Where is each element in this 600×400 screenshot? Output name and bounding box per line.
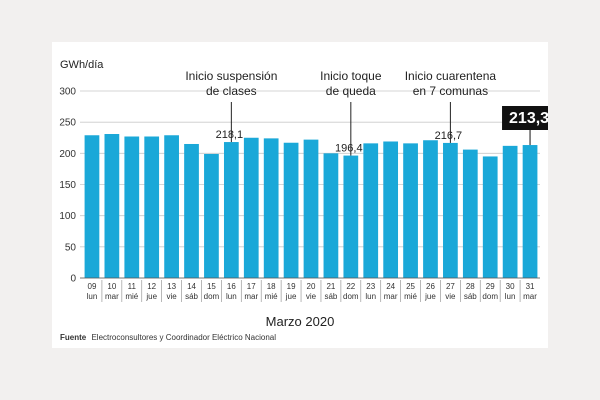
x-tick-label: 09: [88, 282, 97, 291]
bar: [522, 145, 538, 278]
annotation-label: Inicio suspensión: [185, 69, 277, 83]
x-weekday-label: mar: [523, 292, 537, 301]
x-tick-label: 15: [207, 282, 216, 291]
bar: [263, 138, 279, 278]
x-weekday-label: mié: [125, 292, 138, 301]
y-axis-ticks: 0 50 100 150 200 250 300: [59, 87, 76, 285]
x-tick-label: 16: [227, 282, 236, 291]
bar: [144, 136, 160, 278]
value-label: 196,4: [335, 143, 363, 155]
y-tick-label: 100: [59, 211, 76, 222]
x-weekday-label: vie: [445, 292, 456, 301]
x-tick-label: 17: [247, 282, 256, 291]
bar: [363, 143, 379, 278]
x-tick-label: 11: [128, 282, 137, 291]
annotation-label: de queda: [326, 84, 376, 98]
x-tick-label: 10: [107, 282, 116, 291]
bar: [502, 145, 518, 278]
x-tick-label: 27: [446, 282, 455, 291]
x-weekday-label: vie: [306, 292, 317, 301]
x-weekday-label: jue: [285, 292, 297, 301]
x-tick-label: 19: [287, 282, 296, 291]
bar: [323, 153, 339, 278]
x-tick-label: 29: [486, 282, 495, 291]
x-tick-label: 20: [307, 282, 316, 291]
highlight-value-label: 213,3: [509, 110, 548, 127]
bar: [124, 136, 140, 278]
x-tick-label: 28: [466, 282, 475, 291]
bar: [243, 137, 259, 278]
x-weekday-label: mar: [105, 292, 119, 301]
bar: [204, 153, 219, 278]
y-tick-label: 250: [59, 118, 76, 129]
x-weekday-label: mié: [404, 292, 417, 301]
chart-card: 0 50 100 150 200 250 300 09 lun 10 mar 11 mié 12 jue 1…: [52, 42, 548, 348]
annotation-label: de clases: [206, 84, 257, 98]
bar: [223, 142, 239, 278]
x-tick-label: 18: [267, 282, 276, 291]
bar: [343, 155, 359, 278]
x-weekday-label: dom: [204, 292, 220, 301]
bar: [303, 139, 319, 278]
annotation-label: Inicio cuarentena: [405, 69, 497, 83]
highlight-box: [502, 106, 548, 130]
x-tick-label: 31: [526, 282, 535, 291]
y-tick-label: 0: [70, 274, 76, 285]
bar: [283, 142, 299, 278]
x-weekday-label: jue: [145, 292, 157, 301]
bar: [84, 135, 100, 278]
bar: [184, 143, 199, 278]
x-weekday-label: sáb: [464, 292, 477, 301]
source-note: Fuente Electroconsultores y Coordinador …: [60, 333, 276, 342]
source-text: Electroconsultores y Coordinador Eléctri…: [91, 333, 276, 342]
x-tick-label: 22: [346, 282, 355, 291]
x-weekday-label: mar: [244, 292, 258, 301]
x-tick-label: 24: [386, 282, 395, 291]
x-weekday-label: dom: [343, 292, 359, 301]
y-axis-unit: GWh/día: [60, 59, 104, 71]
x-weekday-label: jue: [424, 292, 436, 301]
y-tick-label: 50: [65, 242, 77, 253]
value-label: 216,7: [435, 130, 463, 142]
y-tick-label: 300: [59, 87, 76, 98]
x-weekday-label: sáb: [185, 292, 198, 301]
annotation-label: en 7 comunas: [413, 84, 488, 98]
source-label: Fuente: [60, 333, 87, 342]
annotation-label: Inicio toque: [320, 69, 382, 83]
x-tick-label: 30: [506, 282, 515, 291]
x-tick-label: 12: [147, 282, 156, 291]
bar: [383, 141, 399, 278]
x-weekday-label: sáb: [324, 292, 337, 301]
y-tick-label: 200: [59, 149, 76, 160]
x-weekday-label: vie: [166, 292, 177, 301]
x-tick-label: 23: [366, 282, 375, 291]
value-label: 218,1: [216, 129, 244, 141]
x-tick-label: 14: [187, 282, 196, 291]
bar: [423, 140, 438, 278]
bars: [80, 134, 540, 279]
x-weekday-label: mié: [265, 292, 278, 301]
bar: [164, 135, 179, 278]
bar: [482, 156, 498, 278]
x-tick-label: 13: [167, 282, 176, 291]
x-tick-label: 25: [406, 282, 415, 291]
x-weekday-label: mar: [384, 292, 398, 301]
x-weekday-label: dom: [482, 292, 498, 301]
x-weekday-label: lun: [226, 292, 237, 301]
bar: [403, 143, 418, 278]
x-weekday-label: lun: [365, 292, 376, 301]
x-axis-title: Marzo 2020: [266, 314, 335, 329]
y-tick-label: 150: [59, 180, 76, 191]
bar: [104, 134, 120, 278]
x-weekday-label: lun: [87, 292, 98, 301]
x-tick-label: 26: [426, 282, 435, 291]
x-weekday-label: lun: [505, 292, 516, 301]
x-axis-labels: 09lun10mar11mié12jue13vie14sáb15dom16lun…: [87, 280, 537, 302]
bar: [443, 142, 458, 278]
bar: [462, 149, 478, 278]
x-tick-label: 21: [326, 282, 335, 291]
